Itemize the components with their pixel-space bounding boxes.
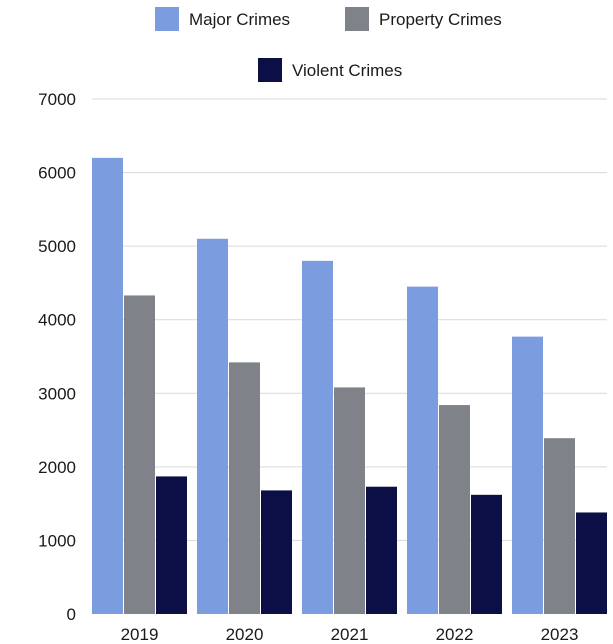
bar-violent-crimes-2021 (366, 486, 397, 614)
y-tick-label: 7000 (38, 90, 76, 109)
legend-swatch-violent-crimes (258, 58, 282, 82)
legend: Major Crimes Property Crimes Violent Crime… (155, 7, 502, 82)
x-axis: 2019 2020 2021 2022 2023 (121, 625, 579, 644)
bar-property-crimes-2019 (124, 295, 155, 614)
x-tick-label: 2020 (226, 625, 264, 644)
bar-violent-crimes-2020 (261, 490, 292, 614)
bars (92, 157, 607, 615)
bar-property-crimes-2023 (544, 438, 575, 614)
bar-major-crimes-2020 (197, 238, 228, 615)
bar-major-crimes-2022 (407, 286, 438, 614)
bar-property-crimes-2020 (229, 362, 260, 614)
y-tick-label: 2000 (38, 458, 76, 477)
bar-violent-crimes-2023 (576, 512, 607, 614)
x-tick-label: 2023 (541, 625, 579, 644)
legend-label-property-crimes: Property Crimes (379, 10, 502, 29)
legend-swatch-property-crimes (345, 7, 369, 31)
legend-swatch-major-crimes (155, 7, 179, 31)
legend-label-major-crimes: Major Crimes (189, 10, 290, 29)
y-tick-label: 5000 (38, 237, 76, 256)
x-tick-label: 2022 (436, 625, 474, 644)
y-tick-label: 1000 (38, 531, 76, 550)
y-tick-label: 3000 (38, 384, 76, 403)
bar-violent-crimes-2022 (471, 494, 502, 614)
bar-major-crimes-2023 (512, 336, 543, 614)
y-axis: 0 1000 2000 3000 4000 5000 6000 7000 (38, 90, 76, 624)
bar-major-crimes-2019 (92, 157, 123, 614)
y-tick-label: 4000 (38, 311, 76, 330)
bar-property-crimes-2022 (439, 405, 470, 614)
bar-major-crimes-2021 (302, 260, 333, 614)
x-tick-label: 2019 (121, 625, 159, 644)
bar-violent-crimes-2019 (156, 476, 187, 614)
y-tick-label: 0 (67, 605, 76, 624)
bar-property-crimes-2021 (334, 387, 365, 614)
x-tick-label: 2021 (331, 625, 369, 644)
legend-label-violent-crimes: Violent Crimes (292, 61, 402, 80)
y-tick-label: 6000 (38, 164, 76, 183)
